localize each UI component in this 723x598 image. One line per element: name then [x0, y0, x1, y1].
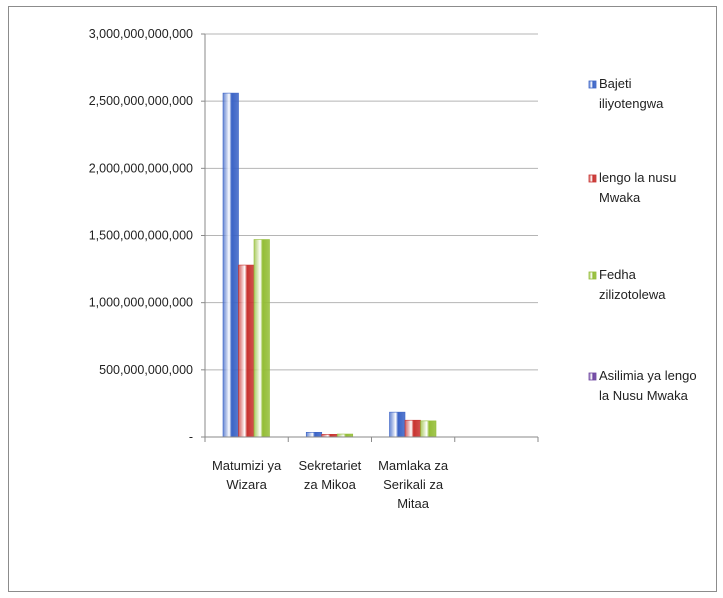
y-tick-label: 3,000,000,000,000 [89, 27, 193, 41]
legend-label: la Nusu Mwaka [599, 388, 689, 403]
y-tick-label: - [189, 430, 193, 444]
y-tick-label: 1,500,000,000,000 [89, 229, 193, 243]
y-tick-label: 1,000,000,000,000 [89, 296, 193, 310]
legend-label: Bajeti [599, 76, 632, 91]
y-axis-ticks: - 500,000,000,000 1,000,000,000,000 1,500,0… [89, 27, 193, 444]
axes [201, 33, 539, 442]
bar [238, 264, 255, 438]
bar-chart: - 500,000,000,000 1,000,000,000,000 1,500,0… [89, 27, 697, 511]
x-category-label: Matumizi ya [212, 458, 282, 473]
legend-label: Fedha [599, 267, 637, 282]
legend-swatch [588, 174, 597, 183]
legend-label: Asilimia ya lengo [599, 368, 697, 383]
y-tick-label: 2,000,000,000,000 [89, 161, 193, 175]
x-category-label: za Mikoa [304, 477, 357, 492]
legend-label: iliyotengwa [599, 96, 664, 111]
legend-swatch [588, 80, 597, 89]
bar [253, 239, 270, 438]
y-tick-label: 500,000,000,000 [99, 363, 193, 377]
legend-swatch [588, 271, 597, 280]
bars [222, 92, 437, 438]
x-category-label: Mamlaka za [378, 458, 449, 473]
bar [222, 92, 239, 438]
x-category-label: Wizara [226, 477, 267, 492]
x-category-label: Mitaa [397, 496, 430, 511]
x-axis-labels: Matumizi ya Wizara Sekretariet za Mikoa Maml… [212, 458, 449, 511]
y-tick-label: 2,500,000,000,000 [89, 94, 193, 108]
legend-label: lengo la nusu [599, 170, 676, 185]
x-category-label: Serikali za [383, 477, 444, 492]
legend-swatch [588, 372, 597, 381]
x-category-label: Sekretariet [298, 458, 361, 473]
legend-label: Mwaka [599, 190, 641, 205]
chart-frame: - 500,000,000,000 1,000,000,000,000 1,500,0… [8, 6, 717, 592]
bar [420, 420, 437, 438]
legend: Bajeti iliyotengwa lengo la nusu Mwaka Fedha… [588, 76, 697, 403]
bar [305, 431, 323, 438]
bar [404, 419, 421, 438]
bar [389, 411, 406, 438]
legend-label: zilizotolewa [599, 287, 666, 302]
